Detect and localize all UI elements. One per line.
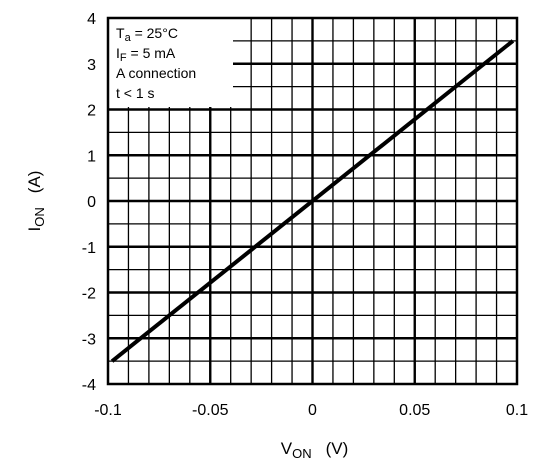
plot-frame (106, 16, 519, 386)
y-axis-title-unit: (A) (25, 171, 44, 194)
x-tick-labels: -0.1 -0.05 0 0.05 0.1 (94, 402, 528, 419)
series-line-0 (110, 39, 515, 363)
condition-line: Ta = 25°C (116, 25, 178, 44)
condition-line: A connection (116, 65, 196, 81)
x-axis-title-main: V (281, 439, 293, 458)
condition-rest: = 25°C (131, 25, 178, 41)
condition-sub: F (120, 52, 127, 64)
x-tick-label: 0.1 (506, 402, 528, 419)
x-axis-title-unit: (V) (326, 439, 349, 458)
condition-main: t < 1 s (116, 85, 155, 101)
x-tick-label: 0.05 (399, 402, 430, 419)
x-tick-label: -0.05 (192, 402, 229, 419)
y-axis-title-main: I (25, 227, 44, 232)
condition-line: IF = 5 mA (116, 45, 176, 64)
y-tick-label: -2 (82, 286, 96, 303)
condition-line: t < 1 s (116, 85, 155, 101)
condition-main: T (116, 25, 125, 41)
y-tick-label: 0 (87, 194, 96, 211)
y-tick-label: 4 (87, 11, 96, 28)
x-tick-label: 0 (308, 402, 317, 419)
x-axis-title-sub: ON (292, 446, 312, 461)
y-tick-label: -1 (82, 240, 96, 257)
condition-box-background (109, 19, 233, 107)
y-tick-label: -4 (82, 377, 96, 394)
condition-sub: a (125, 32, 132, 44)
condition-rest: = 5 mA (127, 45, 176, 61)
x-axis-title: VON (V) (281, 439, 349, 461)
y-tick-label: 1 (87, 148, 96, 165)
y-tick-label: 2 (87, 103, 96, 120)
x-tick-label: -0.1 (94, 402, 122, 419)
y-axis-title-sub: ON (32, 207, 47, 227)
condition-main: I (116, 45, 120, 61)
condition-main: A connection (116, 65, 196, 81)
y-axis-title: ION (A) (25, 171, 47, 232)
series-layer (110, 39, 515, 363)
y-tick-label: 3 (87, 57, 96, 74)
y-tick-label: -3 (82, 331, 96, 348)
y-tick-labels: -4 -3 -2 -1 0 1 2 3 4 (82, 11, 96, 394)
